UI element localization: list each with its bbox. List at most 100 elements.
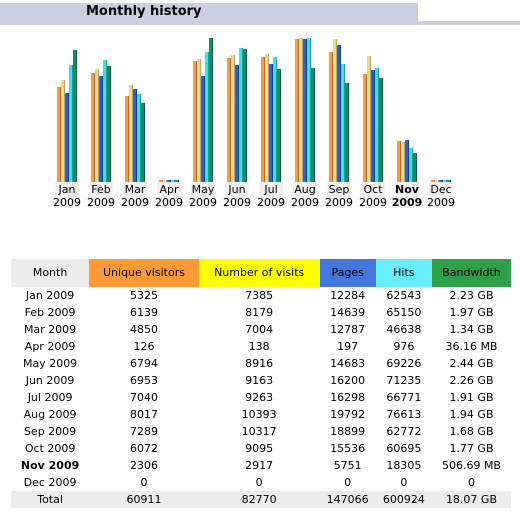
bar-pages-feb xyxy=(99,76,102,182)
cell-unique: 126 xyxy=(133,340,155,353)
cell-month: Mar 2009 xyxy=(23,323,77,336)
bar-edge-visits-nov xyxy=(404,142,405,182)
header-pages: Pages xyxy=(319,259,376,287)
cell-bandwidth: 2.26 GB xyxy=(449,374,494,387)
bar-edge-hits-dec xyxy=(446,180,447,182)
cell-unique: 0 xyxy=(140,476,148,489)
bar-edge-hits-sep xyxy=(344,64,345,182)
bar-edge-visits-sep xyxy=(336,39,337,182)
tick-label-year: 2009 xyxy=(257,196,285,209)
cell-unique: 6072 xyxy=(129,442,158,455)
table-row: Oct 2009 6072 9095 15536 60695 1.77 GB xyxy=(11,440,511,457)
bar-edge-bandwidth-jun xyxy=(246,49,247,182)
bar-hits-dec xyxy=(443,180,446,182)
tick-label-year: 2009 xyxy=(223,196,251,209)
table-row: Aug 2009 8017 10393 19792 76613 1.94 GB xyxy=(11,406,511,423)
cell-unique: 6139 xyxy=(129,306,158,319)
table-row: Jul 2009 7040 9263 16298 66771 1.91 GB xyxy=(11,389,511,406)
bar-edge-bandwidth-dec xyxy=(450,180,451,182)
bar-edge-bandwidth-apr xyxy=(178,180,179,182)
bar-visits-oct xyxy=(367,56,370,182)
month-label-bg xyxy=(191,182,215,208)
total-unique: 60911 xyxy=(89,491,199,508)
cell-month: Jun 2009 xyxy=(25,374,75,387)
bar-edge-pages-jul xyxy=(272,64,273,182)
bar-hits-may xyxy=(205,52,208,182)
cell-month: Aug 2009 xyxy=(23,408,77,421)
cell-month: Oct 2009 xyxy=(24,442,76,455)
bar-unique-jan xyxy=(57,87,60,182)
table-row: Nov 2009 2306 2917 5751 18305 506.69 MB xyxy=(11,457,511,474)
bar-edge-hits-aug xyxy=(310,38,311,182)
cell-pages: 12284 xyxy=(330,289,366,302)
tick-label-year: 2009 xyxy=(325,196,353,209)
table-row: Jan 2009 5325 7385 12284 62543 2.23 GB xyxy=(11,287,511,304)
bar-hits-jan xyxy=(69,65,72,182)
bar-visits-nov xyxy=(401,142,404,182)
cell-bandwidth: 36.16 MB xyxy=(445,340,498,353)
total-row: Total 60911 82770 147066 600924 18.07 GB xyxy=(11,491,511,508)
table-row: Feb 2009 6139 8179 14639 65150 1.97 GB xyxy=(11,304,511,321)
bar-edge-unique-aug xyxy=(298,39,299,182)
table-row: Apr 2009 126 138 197 976 36.16 MB xyxy=(11,338,511,355)
bar-edge-bandwidth-sep xyxy=(348,83,349,182)
bar-unique-feb xyxy=(91,73,94,182)
bar-edge-bandwidth-aug xyxy=(314,68,315,182)
tick-label-year: 2009 xyxy=(87,196,115,209)
bar-edge-unique-mar xyxy=(128,96,129,182)
bar-pages-apr xyxy=(167,180,170,182)
cell-visits: 9095 xyxy=(245,442,274,455)
month-label-bg xyxy=(259,182,283,208)
total-visits: 82770 xyxy=(198,491,320,508)
bar-edge-pages-nov xyxy=(408,140,409,182)
cell-pages: 14683 xyxy=(330,357,366,370)
cell-bandwidth: 2.44 GB xyxy=(449,357,494,370)
bar-edge-hits-feb xyxy=(106,60,107,182)
cell-hits: 66771 xyxy=(386,391,422,404)
month-label-bg xyxy=(157,182,181,208)
header-unique-visitors: Unique visitors xyxy=(89,259,199,287)
cell-pages: 16298 xyxy=(330,391,366,404)
bar-edge-unique-apr xyxy=(162,180,163,182)
tick-label-month: Nov xyxy=(395,183,420,196)
tick-label-year: 2009 xyxy=(427,196,455,209)
cell-hits: 60695 xyxy=(386,442,422,455)
tick-label-month: Jan xyxy=(58,183,76,196)
bar-bandwidth-dec xyxy=(447,180,450,182)
cell-bandwidth: 506.69 MB xyxy=(441,459,501,472)
bar-edge-hits-apr xyxy=(174,180,175,182)
cell-pages: 16200 xyxy=(330,374,366,387)
bar-edge-visits-aug xyxy=(302,38,303,182)
bar-edge-hits-may xyxy=(208,52,209,182)
cell-unique: 5325 xyxy=(129,289,158,302)
bar-bandwidth-jan xyxy=(73,50,76,182)
tick-label-month: May xyxy=(192,183,215,196)
bar-visits-jun xyxy=(231,55,234,182)
bar-bandwidth-apr xyxy=(175,180,178,182)
bar-edge-pages-jan xyxy=(68,93,69,182)
month-label-bg xyxy=(395,182,419,208)
bar-edge-pages-jun xyxy=(238,65,239,182)
month-label-bg xyxy=(361,182,385,208)
cell-bandwidth: 1.68 GB xyxy=(449,425,494,438)
bar-edge-visits-may xyxy=(200,59,201,182)
bar-edge-unique-feb xyxy=(94,73,95,182)
bar-edge-bandwidth-jul xyxy=(280,69,281,182)
bar-pages-oct xyxy=(371,70,374,182)
cell-month: May 2009 xyxy=(22,357,78,370)
bar-unique-aug xyxy=(295,39,298,182)
bar-edge-bandwidth-oct xyxy=(382,78,383,182)
bar-bandwidth-jun xyxy=(243,49,246,182)
cell-unique: 7289 xyxy=(129,425,158,438)
cell-visits: 7385 xyxy=(245,289,274,302)
table-row: Jun 2009 6953 9163 16200 71235 2.26 GB xyxy=(11,372,511,389)
bar-edge-visits-jan xyxy=(64,80,65,182)
cell-hits: 69226 xyxy=(386,357,422,370)
bar-pages-dec xyxy=(439,180,442,182)
bar-unique-nov xyxy=(397,141,400,182)
bar-bandwidth-nov xyxy=(413,153,416,182)
tick-label-year: 2009 xyxy=(291,196,319,209)
bar-edge-pages-aug xyxy=(306,39,307,182)
tick-label-month: Dec xyxy=(430,183,451,196)
tick-label-month: Jun xyxy=(227,183,245,196)
